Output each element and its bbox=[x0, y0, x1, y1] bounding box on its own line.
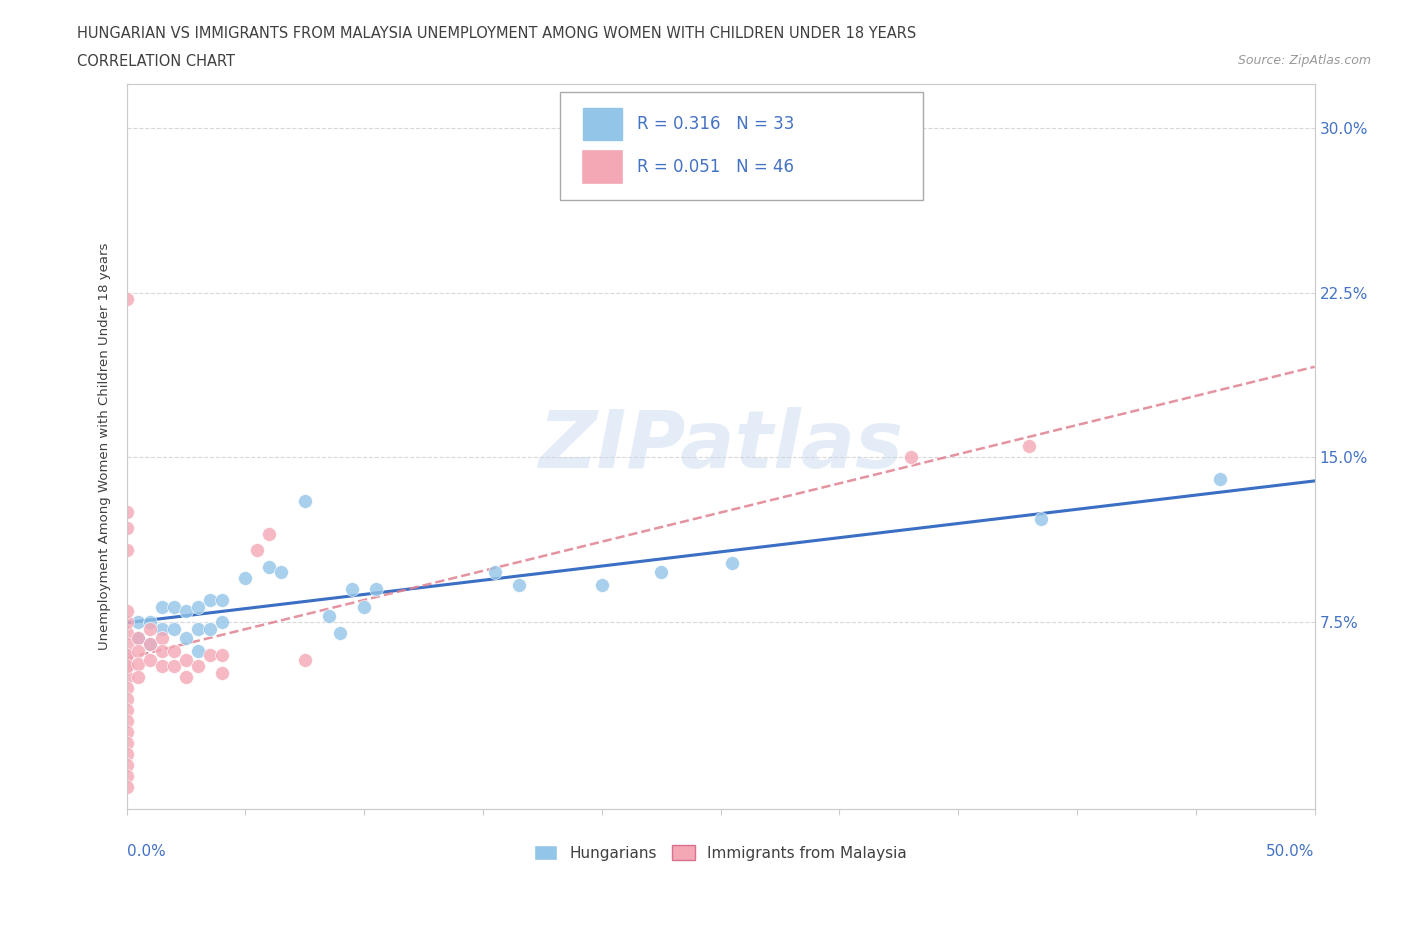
Legend: Hungarians, Immigrants from Malaysia: Hungarians, Immigrants from Malaysia bbox=[529, 839, 912, 867]
Point bbox=[198, 648, 221, 663]
Point bbox=[1018, 439, 1040, 454]
Point bbox=[174, 652, 197, 667]
Text: R = 0.316   N = 33: R = 0.316 N = 33 bbox=[637, 114, 794, 133]
Point bbox=[187, 621, 209, 636]
Point bbox=[139, 637, 162, 652]
Point bbox=[1031, 512, 1053, 526]
Point bbox=[115, 769, 138, 784]
Point bbox=[150, 644, 173, 658]
Point bbox=[257, 527, 280, 542]
Text: HUNGARIAN VS IMMIGRANTS FROM MALAYSIA UNEMPLOYMENT AMONG WOMEN WITH CHILDREN UND: HUNGARIAN VS IMMIGRANTS FROM MALAYSIA UN… bbox=[77, 26, 917, 41]
Point bbox=[257, 560, 280, 575]
Point bbox=[270, 565, 292, 579]
Point bbox=[127, 670, 149, 684]
Point bbox=[150, 621, 173, 636]
Point bbox=[139, 652, 162, 667]
Point bbox=[115, 648, 138, 663]
Text: CORRELATION CHART: CORRELATION CHART bbox=[77, 54, 235, 69]
Point bbox=[115, 604, 138, 618]
Point bbox=[233, 571, 256, 586]
Point bbox=[187, 644, 209, 658]
Point bbox=[508, 578, 530, 592]
Point bbox=[127, 631, 149, 645]
Point bbox=[115, 292, 138, 307]
Point bbox=[115, 779, 138, 794]
Point bbox=[115, 681, 138, 696]
Point bbox=[721, 555, 744, 570]
Point bbox=[342, 582, 364, 597]
FancyBboxPatch shape bbox=[560, 92, 922, 200]
Text: 50.0%: 50.0% bbox=[1267, 844, 1315, 859]
Point bbox=[163, 621, 186, 636]
Bar bbox=[582, 108, 621, 140]
Point bbox=[353, 600, 375, 615]
Point bbox=[198, 621, 221, 636]
Point bbox=[115, 713, 138, 728]
Point bbox=[127, 615, 149, 630]
Point bbox=[318, 608, 340, 623]
Point bbox=[187, 658, 209, 673]
Point bbox=[115, 626, 138, 641]
Point bbox=[115, 658, 138, 673]
Point bbox=[115, 615, 138, 630]
Point bbox=[115, 724, 138, 739]
Point bbox=[246, 542, 269, 557]
Point bbox=[591, 578, 613, 592]
Point bbox=[115, 542, 138, 557]
Point bbox=[115, 520, 138, 535]
Point bbox=[163, 644, 186, 658]
Point bbox=[139, 637, 162, 652]
Point bbox=[163, 600, 186, 615]
Point bbox=[150, 631, 173, 645]
Point bbox=[115, 736, 138, 751]
Point bbox=[115, 648, 138, 663]
Point bbox=[211, 592, 233, 607]
Point bbox=[198, 592, 221, 607]
Point bbox=[294, 494, 316, 509]
Y-axis label: Unemployment Among Women with Children Under 18 years: Unemployment Among Women with Children U… bbox=[97, 243, 111, 650]
Point bbox=[127, 657, 149, 671]
Point bbox=[650, 565, 672, 579]
Point bbox=[1208, 472, 1230, 486]
Point bbox=[115, 658, 138, 673]
Point bbox=[127, 631, 149, 645]
Point bbox=[187, 600, 209, 615]
Point bbox=[163, 658, 186, 673]
Point bbox=[139, 615, 162, 630]
Point bbox=[174, 670, 197, 684]
Text: R = 0.051   N = 46: R = 0.051 N = 46 bbox=[637, 158, 794, 176]
Point bbox=[174, 631, 197, 645]
Point bbox=[115, 670, 138, 684]
Point bbox=[364, 582, 387, 597]
Point bbox=[115, 637, 138, 652]
Point bbox=[115, 747, 138, 762]
Text: ZIPatlas: ZIPatlas bbox=[538, 407, 903, 485]
Text: 0.0%: 0.0% bbox=[127, 844, 166, 859]
Point bbox=[484, 565, 506, 579]
Point bbox=[329, 626, 352, 641]
Text: Source: ZipAtlas.com: Source: ZipAtlas.com bbox=[1237, 54, 1371, 67]
Bar bbox=[582, 152, 621, 183]
Point bbox=[211, 648, 233, 663]
Point bbox=[900, 450, 922, 465]
Point bbox=[115, 505, 138, 520]
Point bbox=[150, 658, 173, 673]
Point bbox=[115, 703, 138, 718]
Point bbox=[150, 600, 173, 615]
Point bbox=[139, 621, 162, 636]
Point bbox=[211, 615, 233, 630]
Point bbox=[115, 758, 138, 773]
Point bbox=[127, 644, 149, 658]
Point bbox=[294, 652, 316, 667]
Point bbox=[211, 665, 233, 680]
Point bbox=[174, 604, 197, 618]
Point bbox=[115, 692, 138, 707]
